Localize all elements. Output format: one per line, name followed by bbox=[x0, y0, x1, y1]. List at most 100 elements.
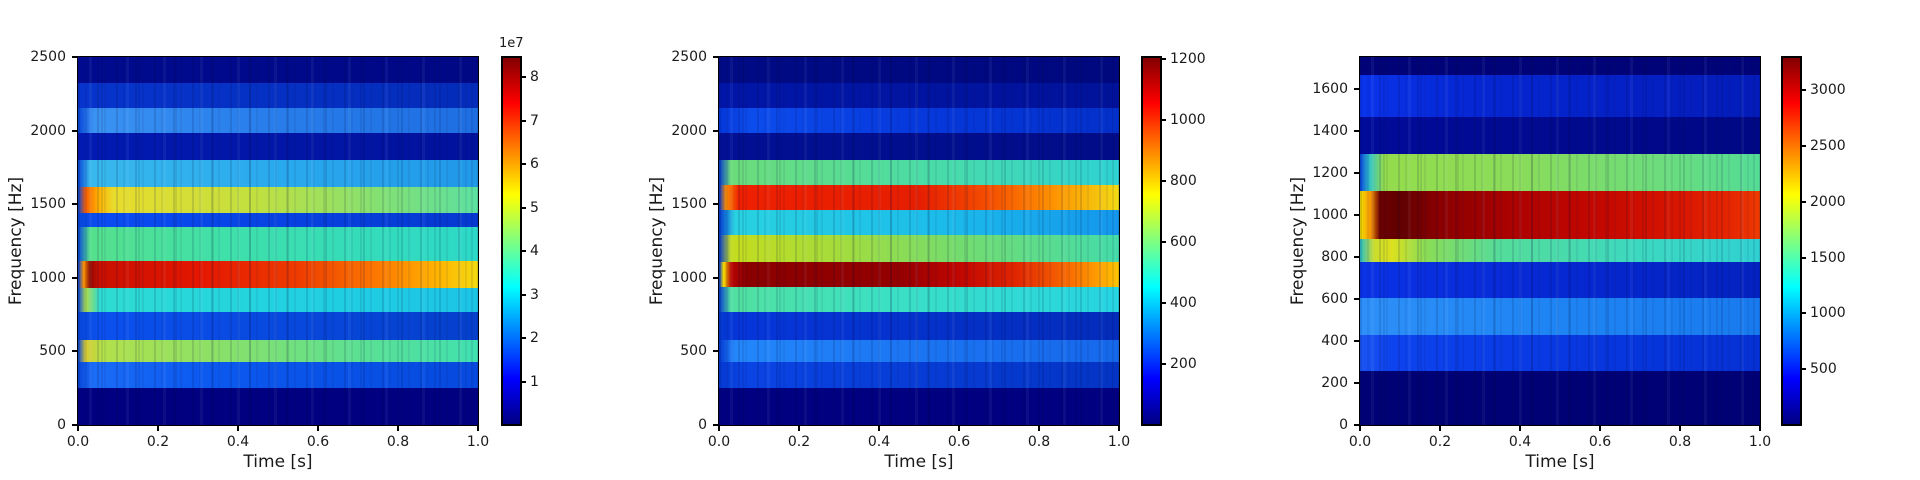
colorbar-tick-mark bbox=[521, 293, 526, 296]
spectral-band bbox=[1360, 262, 1760, 298]
y-tick-label: 400 bbox=[1321, 332, 1348, 349]
y-tick-label: 1000 bbox=[1312, 206, 1348, 223]
y-tick-mark bbox=[713, 203, 719, 206]
colorbar-tick-label: 8 bbox=[530, 69, 539, 85]
x-tick-label: 0.8 bbox=[386, 434, 410, 450]
y-tick-label: 2000 bbox=[671, 122, 707, 139]
colorbar-tick-mark bbox=[1161, 362, 1166, 365]
y-tick-label: 0 bbox=[1339, 417, 1348, 433]
y-tick-label: 0 bbox=[57, 417, 66, 433]
x-tick-label: 0.6 bbox=[1588, 434, 1612, 450]
spectral-band bbox=[1360, 116, 1760, 154]
spectral-band bbox=[78, 107, 478, 133]
spectral-band bbox=[78, 288, 478, 312]
colorbar-tick-mark bbox=[1161, 179, 1166, 182]
colorbar bbox=[1141, 56, 1162, 426]
spectral-band bbox=[719, 210, 1119, 236]
x-tick-mark bbox=[718, 425, 720, 431]
x-tick-mark bbox=[958, 425, 960, 431]
colorbar-tick-mark bbox=[521, 119, 526, 122]
x-tick-label: 0.8 bbox=[1027, 434, 1051, 450]
colorbar-tick-label: 2 bbox=[530, 330, 539, 346]
x-axis-label: Time [s] bbox=[884, 452, 954, 472]
y-tick-mark bbox=[713, 56, 719, 58]
y-tick-mark bbox=[1354, 339, 1360, 342]
spectral-band bbox=[1360, 238, 1760, 263]
x-tick-label: 0.6 bbox=[947, 434, 971, 450]
y-tick-label: 800 bbox=[1321, 248, 1348, 265]
x-tick-label: 0.2 bbox=[146, 434, 170, 450]
y-tick-mark bbox=[1354, 424, 1360, 426]
plot-area bbox=[77, 56, 479, 426]
colorbar-tick-label: 1000 bbox=[1170, 111, 1206, 128]
colorbar-tick-mark bbox=[521, 250, 526, 252]
colorbar-tick-mark bbox=[1801, 144, 1806, 147]
colorbar-tick-label: 500 bbox=[1810, 361, 1837, 378]
y-tick-label: 0 bbox=[698, 417, 707, 433]
x-tick-mark bbox=[1439, 425, 1441, 431]
colorbar-tick-label: 2000 bbox=[1810, 193, 1846, 210]
x-tick-label: 0.8 bbox=[1668, 434, 1692, 450]
spectral-band bbox=[719, 339, 1119, 363]
x-tick-mark bbox=[157, 425, 159, 431]
spectral-band bbox=[719, 287, 1119, 312]
spectral-band bbox=[719, 132, 1119, 161]
colorbar-tick-label: 600 bbox=[1170, 233, 1197, 250]
spectral-band bbox=[719, 160, 1119, 186]
y-tick-mark bbox=[72, 203, 78, 206]
colorbar-tick-mark bbox=[521, 337, 526, 339]
x-tick-mark bbox=[1759, 425, 1761, 431]
spectral-band bbox=[1360, 297, 1760, 335]
spectral-band bbox=[78, 57, 478, 83]
spectral-band bbox=[78, 388, 478, 425]
x-tick-mark bbox=[237, 425, 239, 431]
y-tick-mark bbox=[713, 350, 719, 353]
colorbar-tick-label: 400 bbox=[1170, 294, 1197, 311]
x-tick-mark bbox=[1519, 425, 1521, 431]
spectral-band bbox=[78, 339, 478, 363]
y-tick-label: 1200 bbox=[1312, 164, 1348, 181]
spectral-band bbox=[719, 362, 1119, 389]
colorbar-tick-label: 800 bbox=[1170, 172, 1197, 189]
y-tick-mark bbox=[1354, 171, 1360, 174]
spectral-band bbox=[78, 132, 478, 161]
colorbar-tick-label: 200 bbox=[1170, 355, 1197, 372]
x-tick-label: 1.0 bbox=[1107, 434, 1131, 450]
colorbar-tick-mark bbox=[1161, 118, 1166, 121]
colorbar-tick-label: 7 bbox=[530, 112, 539, 129]
colorbar-tick-mark bbox=[1161, 301, 1166, 304]
plot-area bbox=[718, 56, 1120, 426]
colorbar-tick-mark bbox=[1801, 256, 1806, 259]
colorbar-tick-mark bbox=[1801, 89, 1806, 92]
x-tick-label: 0.2 bbox=[1428, 434, 1452, 450]
colorbar-tick-label: 5 bbox=[530, 199, 539, 216]
x-tick-mark bbox=[477, 425, 479, 431]
spectral-band bbox=[78, 160, 478, 188]
colorbar-tick-mark bbox=[521, 163, 526, 165]
x-tick-label: 0.0 bbox=[1348, 434, 1372, 450]
colorbar-tick-label: 4 bbox=[530, 243, 539, 259]
y-tick-label: 1000 bbox=[671, 269, 707, 286]
spectral-band bbox=[719, 57, 1119, 83]
x-tick-label: 0.4 bbox=[867, 434, 891, 450]
colorbar-tick-label: 1 bbox=[530, 373, 539, 390]
x-tick-label: 1.0 bbox=[1748, 434, 1772, 450]
colorbar-tick-mark bbox=[1801, 312, 1806, 315]
spectral-band bbox=[719, 388, 1119, 425]
y-tick-label: 2500 bbox=[671, 49, 707, 65]
spectral-band bbox=[719, 311, 1119, 340]
x-tick-mark bbox=[878, 425, 880, 431]
spectral-band bbox=[719, 82, 1119, 108]
colorbar-tick-label: 6 bbox=[530, 156, 539, 172]
spectral-band bbox=[1360, 334, 1760, 372]
x-tick-mark bbox=[77, 425, 79, 431]
y-axis-label: Frequency [Hz] bbox=[6, 176, 26, 306]
y-tick-mark bbox=[72, 350, 78, 353]
spectral-band bbox=[78, 82, 478, 108]
colorbar-tick-label: 3000 bbox=[1810, 82, 1846, 99]
colorbar-tick-mark bbox=[1161, 240, 1166, 243]
x-tick-label: 1.0 bbox=[466, 434, 490, 450]
colorbar-tick-mark bbox=[521, 380, 526, 383]
y-tick-mark bbox=[1354, 213, 1360, 216]
y-tick-label: 500 bbox=[39, 343, 66, 360]
